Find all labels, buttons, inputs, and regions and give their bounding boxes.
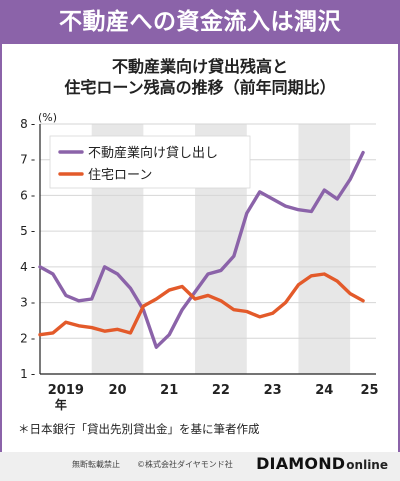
- y-tick-label-5: 5: [20, 224, 28, 238]
- brand-logo-sub: online: [346, 458, 388, 472]
- footer-bar: [0, 452, 400, 481]
- y-tick-label-3: 3: [20, 296, 28, 310]
- x-tick-label-21: 21: [160, 383, 178, 398]
- y-tick-label-1: 1: [20, 367, 28, 381]
- y-tick-mark-2: -: [31, 331, 35, 345]
- legend-label-housing-loans: 住宅ローン: [88, 168, 152, 183]
- publisher-copyright: ©株式会社ダイヤモンド社: [137, 460, 233, 469]
- series-line-real-estate-loans: [38, 150, 365, 349]
- brand-logo-main: DIAMOND: [256, 454, 346, 473]
- y-tick-mark-3: -: [31, 296, 35, 310]
- chart-title-line1: 不動産業向け貸出残高と: [111, 57, 288, 76]
- series-lines: [38, 150, 365, 349]
- x-tick-label-22: 22: [212, 383, 230, 398]
- year-band-3: [298, 124, 351, 374]
- x-tick-label-25: 25: [360, 383, 378, 398]
- page-title: 不動産への資金流入は潤沢: [59, 9, 341, 35]
- x-tick-label-23: 23: [264, 383, 282, 398]
- legend-box: [49, 135, 251, 189]
- x-tick-label-2019: 2019: [48, 383, 84, 398]
- legend-label-real-estate-loans: 不動産業向け貸し出し: [88, 145, 218, 161]
- y-tick-label-2: 2: [20, 331, 28, 345]
- y-axis: 1 -2 -3 -4 -5 -6 -7 -8- (%): [20, 111, 57, 381]
- page-header: 不動産への資金流入は潤沢: [0, 0, 400, 44]
- x-tick-label-20: 20: [108, 383, 126, 398]
- x-tick-label-24: 24: [315, 383, 333, 398]
- series-line-housing-loans: [38, 272, 365, 337]
- y-tick-label-8: 8: [20, 117, 28, 131]
- y-tick-mark-5: -: [31, 224, 35, 238]
- brand-logo: DIAMONDonline: [256, 454, 388, 473]
- y-tick-mark-6: -: [31, 188, 35, 202]
- copyright-notice: 無断転載禁止: [72, 460, 120, 469]
- y-tick-mark-4: -: [31, 260, 35, 274]
- y-tick-label-6: 6: [20, 188, 28, 202]
- y-tick-label-4: 4: [20, 260, 28, 274]
- chart-title-line2: 住宅ローン残高の推移（前年同期比）: [64, 78, 336, 97]
- y-tick-mark-8: -: [31, 117, 35, 131]
- y-axis-unit: (%): [38, 111, 57, 124]
- y-tick-mark-1: -: [31, 367, 35, 381]
- y-tick-mark-7: -: [31, 153, 35, 167]
- y-tick-label-7: 7: [20, 153, 28, 167]
- source-note: ＊日本銀行「貸出先別貸出金」を基に筆者作成: [18, 422, 260, 436]
- x-tick-sub-2019: 年: [55, 397, 67, 412]
